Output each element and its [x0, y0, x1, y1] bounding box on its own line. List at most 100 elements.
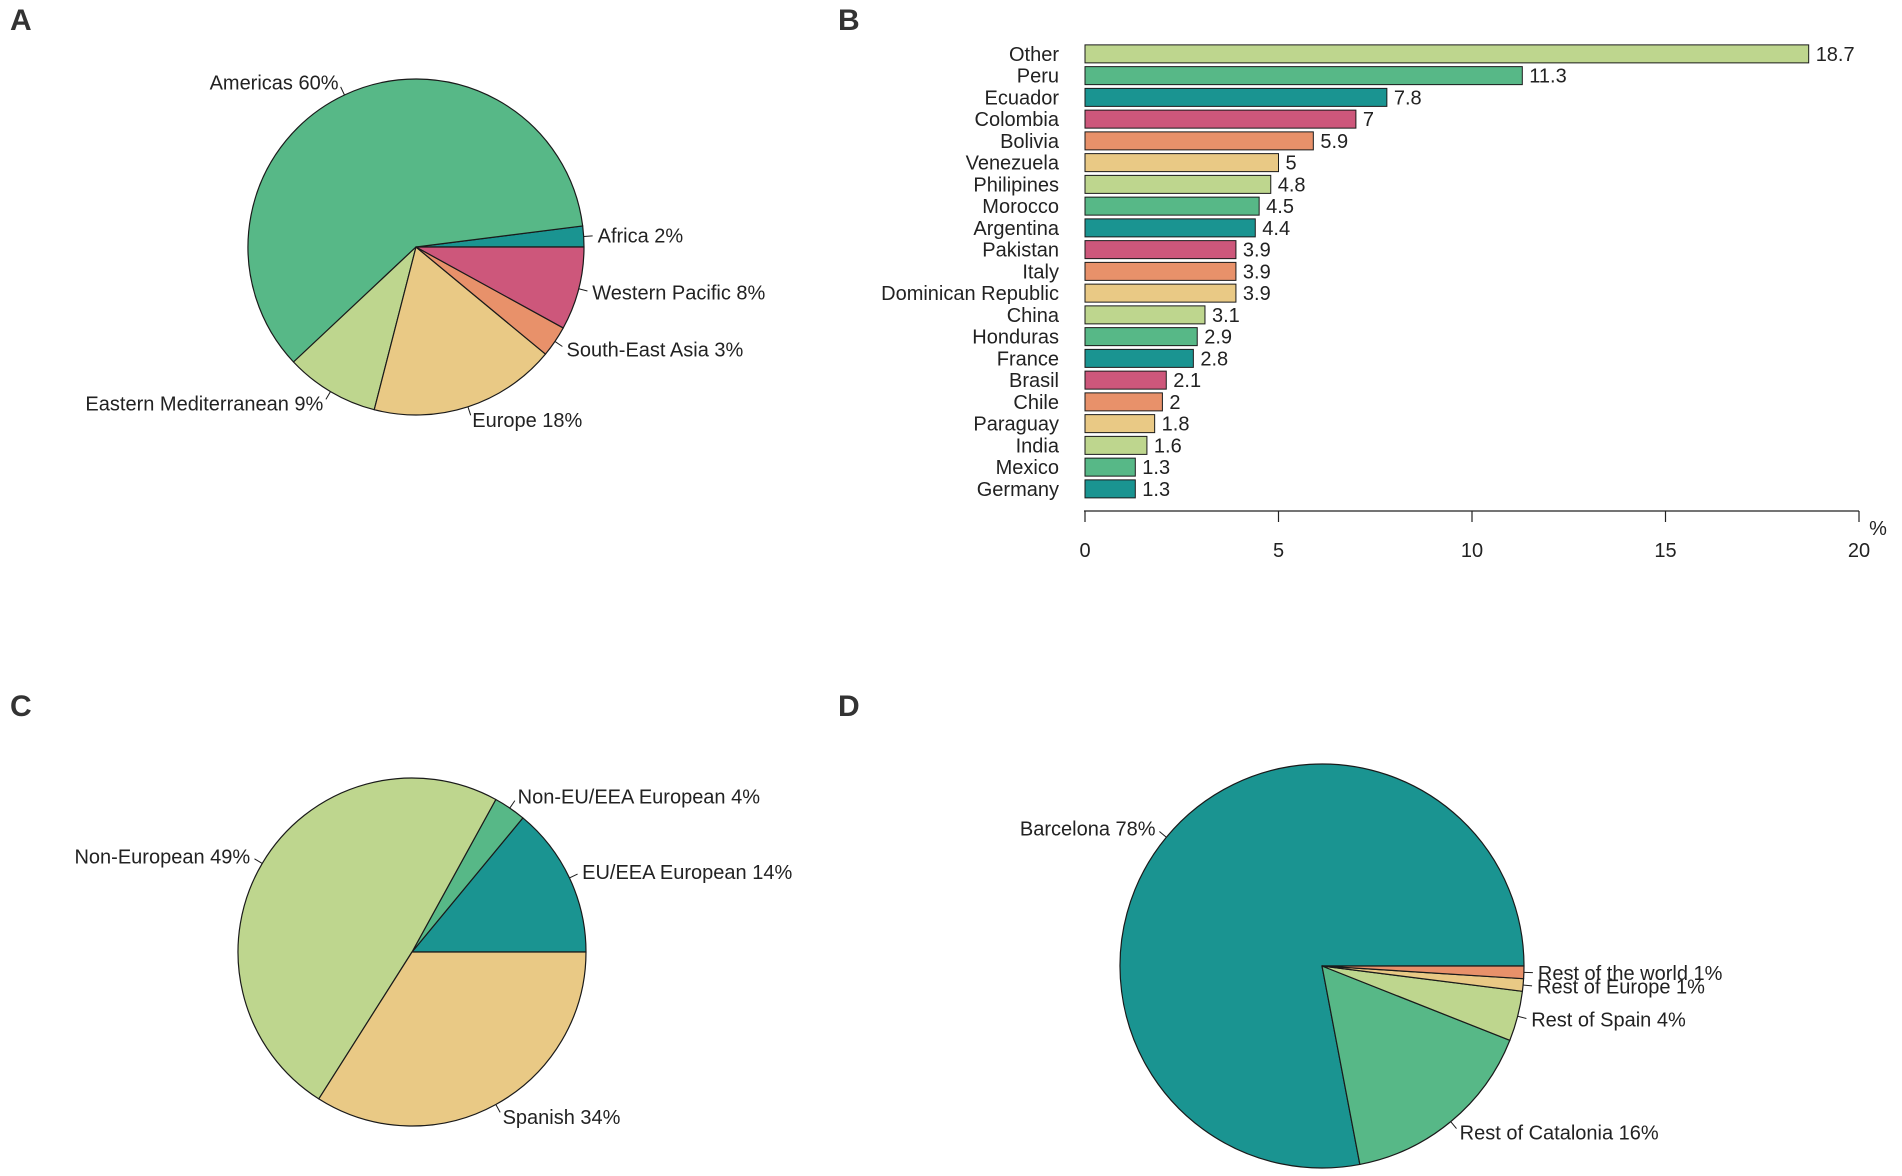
bar-category-label: Paraguay — [973, 414, 1059, 436]
pie-leader-non-european — [254, 858, 263, 864]
pie-leader-africa — [583, 235, 593, 237]
x-tick-label: 0 — [1079, 540, 1090, 562]
pie-leader-americas — [340, 86, 345, 96]
pie-label-eastern-mediterranean: Eastern Mediterranean 9% — [85, 394, 323, 416]
pie-chart-residence: Barcelona 78% Rest of Catalonia 16% Rest o… — [1020, 763, 1723, 1169]
bar-value-label: 2.8 — [1200, 348, 1228, 370]
bar-morocco — [1084, 196, 1260, 216]
pie-label-rest-of-catalonia: Rest of Catalonia 16% — [1460, 1122, 1659, 1144]
bar-colombia — [1084, 109, 1357, 129]
bar-peru — [1084, 66, 1523, 86]
bar-ecuador — [1084, 87, 1388, 107]
pie-label-rest-of-spain: Rest of Spain 4% — [1531, 1010, 1686, 1032]
bar-chile — [1084, 392, 1163, 412]
bar-category-label: Mexico — [996, 457, 1059, 479]
bar-category-label: Philipines — [973, 174, 1059, 196]
pie-label-eu-eea-european: EU/EEA European 14% — [582, 862, 792, 884]
pie-leader-non-eu-eea-european — [509, 800, 516, 809]
panel-letter-a: A — [10, 4, 32, 37]
bar-honduras — [1084, 327, 1198, 347]
bar-category-label: France — [997, 348, 1059, 370]
pie-leader-barcelona — [1159, 831, 1167, 838]
bar-category-label: Pakistan — [982, 240, 1059, 262]
bar-category-label: Chile — [1013, 392, 1059, 414]
bar-value-label: 3.9 — [1243, 240, 1271, 262]
bar-value-label: 1.3 — [1142, 457, 1170, 479]
panel-letter-c: C — [10, 690, 32, 723]
bar-category-label: Bolivia — [1000, 131, 1060, 153]
bar-value-label: 1.8 — [1162, 414, 1190, 436]
x-tick-label: 15 — [1654, 540, 1676, 562]
bar-category-label: Peru — [1017, 66, 1059, 88]
panel-letter-b: B — [838, 4, 860, 37]
bar-dominican-republic — [1084, 283, 1237, 303]
bar-value-label: 2 — [1169, 392, 1180, 414]
pie-chart-nationality: EU/EEA European 14% Non-EU/EEA European 4… — [74, 777, 792, 1129]
bar-pakistan — [1084, 240, 1237, 260]
bar-india — [1084, 435, 1148, 455]
x-tick-label: 10 — [1461, 540, 1483, 562]
bar-value-label: 4.8 — [1278, 174, 1306, 196]
bar-category-label: Colombia — [975, 109, 1060, 131]
pie-chart-regions: Africa 2% Americas 60% Eastern Mediterrane… — [85, 72, 765, 432]
bar-category-label: Ecuador — [985, 87, 1060, 109]
pie-label-rest-of-the-world: Rest of the world 1% — [1538, 963, 1723, 985]
pie-leader-eu-eea-european — [569, 873, 578, 879]
bar-france — [1084, 348, 1194, 368]
bar-category-label: Argentina — [973, 218, 1059, 240]
bar-category-label: China — [1007, 305, 1060, 327]
pie-label-africa: Africa 2% — [598, 226, 684, 248]
bar-value-label: 1.6 — [1154, 435, 1182, 457]
pie-label-americas: Americas 60% — [210, 72, 339, 94]
bar-category-label: Dominican Republic — [881, 283, 1059, 305]
bar-category-label: Germany — [977, 479, 1059, 501]
bar-value-label: 3.9 — [1243, 283, 1271, 305]
pie-slice-spanish — [318, 951, 587, 1127]
pie-slice-americas — [247, 78, 584, 363]
bar-chart-countries: % Other 18.7 Peru 11.3 Ecuador 7.8 Colombia 7 Bo… — [881, 44, 1887, 562]
bar-other — [1084, 44, 1810, 64]
bar-venezuela — [1084, 153, 1279, 173]
bar-category-label: Italy — [1022, 261, 1059, 283]
bar-value-label: 1.3 — [1142, 479, 1170, 501]
bar-argentina — [1084, 218, 1256, 238]
bar-china — [1084, 305, 1206, 325]
bar-value-label: 7.8 — [1394, 87, 1422, 109]
pie-label-western-pacific: Western Pacific 8% — [592, 282, 765, 304]
pie-label-non-european: Non-European 49% — [74, 846, 250, 868]
pie-leader-western-pacific — [578, 288, 588, 292]
pie-leader-south-east-asia — [554, 341, 563, 347]
pie-leader-europe — [467, 406, 472, 416]
bar-germany — [1084, 479, 1136, 499]
pie-label-rest-of-europe: Rest of Europe 1% — [1537, 976, 1705, 998]
pie-leader-spanish — [495, 1104, 501, 1113]
pie-label-south-east-asia: South-East Asia 3% — [567, 339, 744, 361]
bar-italy — [1084, 261, 1237, 281]
bar-value-label: 3.1 — [1212, 305, 1240, 327]
pie-leader-rest-of-catalonia — [1450, 1121, 1457, 1129]
bar-category-label: Honduras — [972, 327, 1059, 349]
bar-value-label: 2.9 — [1204, 327, 1232, 349]
x-tick-label: 5 — [1273, 540, 1284, 562]
x-axis-unit-label: % — [1869, 518, 1887, 540]
bar-value-label: 4.4 — [1262, 218, 1290, 240]
bar-value-label: 4.5 — [1266, 196, 1294, 218]
pie-leader-rest-of-spain — [1517, 1015, 1527, 1019]
pie-label-barcelona: Barcelona 78% — [1020, 818, 1156, 840]
bar-mexico — [1084, 457, 1136, 477]
bar-value-label: 7 — [1363, 109, 1374, 131]
bar-category-label: India — [1016, 435, 1060, 457]
pie-label-non-eu-eea-european: Non-EU/EEA European 4% — [518, 787, 761, 809]
bar-value-label: 3.9 — [1243, 261, 1271, 283]
bar-value-label: 5.9 — [1320, 131, 1348, 153]
bar-bolivia — [1084, 131, 1314, 151]
bar-brasil — [1084, 370, 1167, 390]
bar-category-label: Other — [1009, 44, 1059, 66]
bar-paraguay — [1084, 414, 1156, 434]
bar-category-label: Morocco — [982, 196, 1059, 218]
bar-value-label: 2.1 — [1173, 370, 1201, 392]
pie-label-europe: Europe 18% — [472, 410, 582, 432]
x-tick-label: 20 — [1848, 540, 1870, 562]
bar-category-label: Venezuela — [966, 153, 1060, 175]
